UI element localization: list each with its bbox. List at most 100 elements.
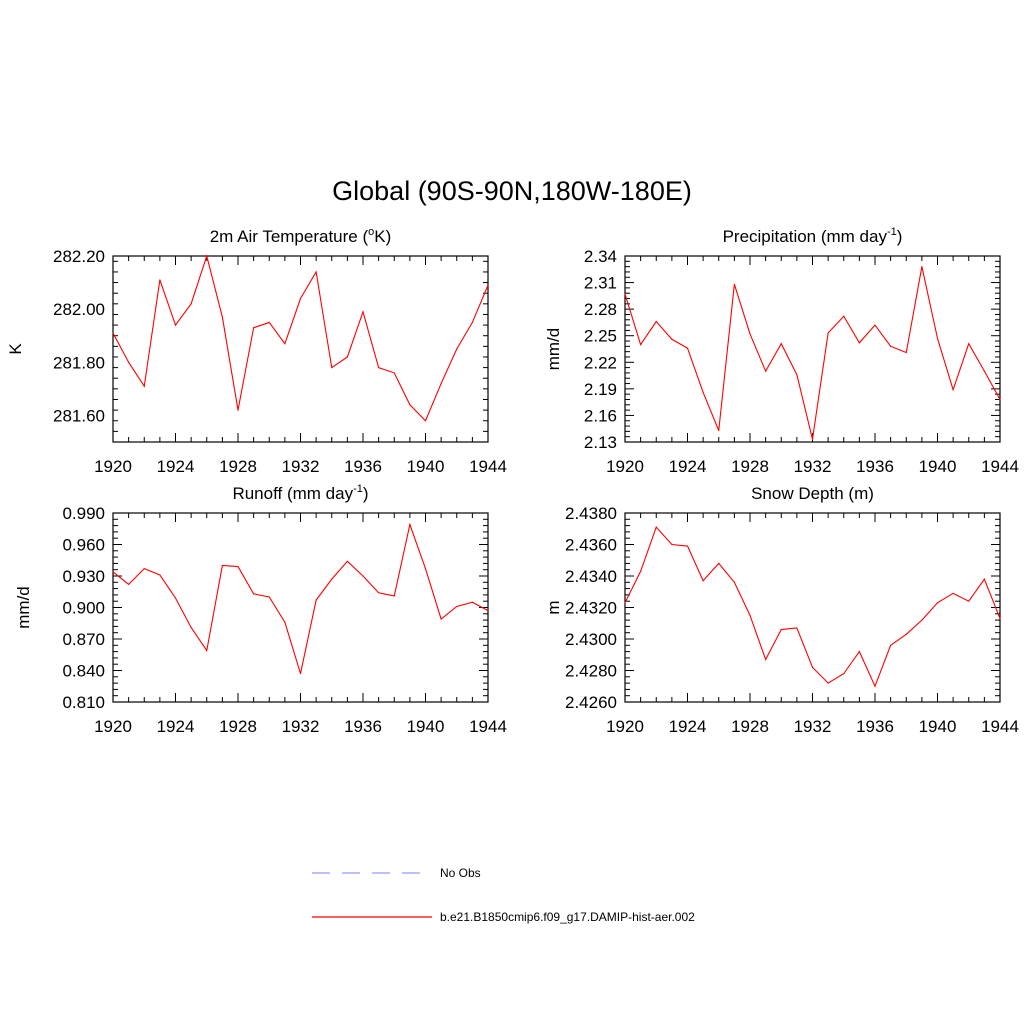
x-tick-label: 1928 [219,457,257,476]
series-line [112,522,489,674]
data-point [843,315,845,317]
data-point [299,673,302,675]
data-point [159,279,161,281]
x-tick-label: 1940 [919,457,957,476]
y-tick-label: 0.900 [62,599,105,618]
data-point [346,560,348,562]
y-tick-label: 2.28 [584,300,617,319]
data-point [811,666,814,668]
data-point [190,626,192,629]
data-point [968,343,970,345]
data-point [471,601,473,603]
data-point [936,337,939,339]
data-point [112,332,114,334]
x-tick-label: 1920 [606,717,644,736]
panel-title: 2m Air Temperature (oK) [210,226,392,246]
x-tick-label: 1932 [282,457,320,476]
x-tick-label: 1944 [469,717,507,736]
y-axis-label: m [544,600,563,614]
panel-precipitation: Precipitation (mm day-1) 1920 1924 1928 1932… [544,226,1019,476]
x-tick-label: 1928 [731,717,769,736]
data-point [143,385,145,387]
panel-title-text: Snow Depth (m) [751,484,874,503]
x-tick-label: 1932 [794,457,832,476]
data-point [624,293,626,295]
data-point [796,374,798,376]
data-point [190,303,192,305]
legend-label: b.e21.B1850cmip6.f09_g17.DAMIP-hist-aer.… [440,910,695,924]
x-tick-label: 1944 [981,717,1019,736]
data-point [936,602,939,604]
data-point [112,571,114,573]
plot-frame [112,255,489,443]
data-point [780,628,782,631]
panels: 2m Air Temperature (oK) 1920 1924 1928 1932 1… [6,226,1019,736]
y-tick-label: 281.80 [53,353,105,372]
y-tick-label: 0.990 [62,504,105,523]
data-point [456,348,458,350]
data-point [624,602,626,604]
data-point [362,311,364,313]
data-point [827,332,829,334]
y-tick-label: 2.4260 [565,693,617,712]
data-point [378,367,380,369]
data-point [284,621,286,623]
data-point [749,333,751,335]
y-tick-label: 282.20 [53,247,105,266]
data-point [237,409,239,411]
data-point [174,324,177,326]
panel-title-suffix: ) [897,227,903,246]
data-point [952,592,954,594]
y-tick-label: 2.31 [584,274,617,293]
data-point [299,297,302,300]
legend: No Obs b.e21.B1850cmip6.f09_g17.DAMIP-his… [312,866,695,924]
y-tick-label: 0.810 [62,693,105,712]
data-point [237,565,239,568]
data-point [999,617,1001,620]
data-point [733,581,735,583]
y-tick-label: 0.960 [62,536,105,555]
data-point [921,619,923,621]
data-point [640,570,642,572]
data-point [858,651,860,653]
data-point [843,673,845,675]
x-tick-label: 1932 [282,717,320,736]
y-tick-label: 2.4340 [565,567,617,586]
data-point [921,266,923,268]
panel-title: Precipitation (mm day-1) [723,226,903,246]
data-point [221,564,223,567]
y-tick-label: 0.870 [62,630,105,649]
data-point [409,404,411,406]
y-tick-label: 2.4280 [565,662,617,681]
data-point [143,568,145,570]
y-axis-label: mm/d [14,586,33,629]
y-tick-label: 2.19 [584,380,617,399]
data-point [268,596,270,598]
y-tick-label: 282.00 [53,300,105,319]
data-point [409,523,411,526]
data-point [393,372,395,374]
y-tick-label: 0.840 [62,662,105,681]
x-tick-label: 1936 [856,457,894,476]
data-point [702,391,704,393]
data-point [874,324,876,326]
data-point [393,595,395,597]
data-point [827,682,829,684]
data-point [640,343,642,346]
x-tick-label: 1924 [669,457,707,476]
x-tick-label: 1920 [94,457,132,476]
data-point [655,320,657,323]
data-point [362,575,364,577]
data-point [890,644,892,646]
data-point [221,316,223,318]
data-point [968,600,970,602]
y-tick-label: 2.16 [584,406,617,425]
series-line [624,526,1001,688]
x-tick-label: 1944 [469,457,507,476]
data-point [440,382,442,385]
panel-runoff: Runoff (mm day-1) 1920 1924 1928 1932 1936 194… [14,483,507,736]
data-point [999,398,1001,401]
data-point [858,342,860,344]
y-tick-label: 2.25 [584,327,617,346]
data-point [686,347,689,349]
